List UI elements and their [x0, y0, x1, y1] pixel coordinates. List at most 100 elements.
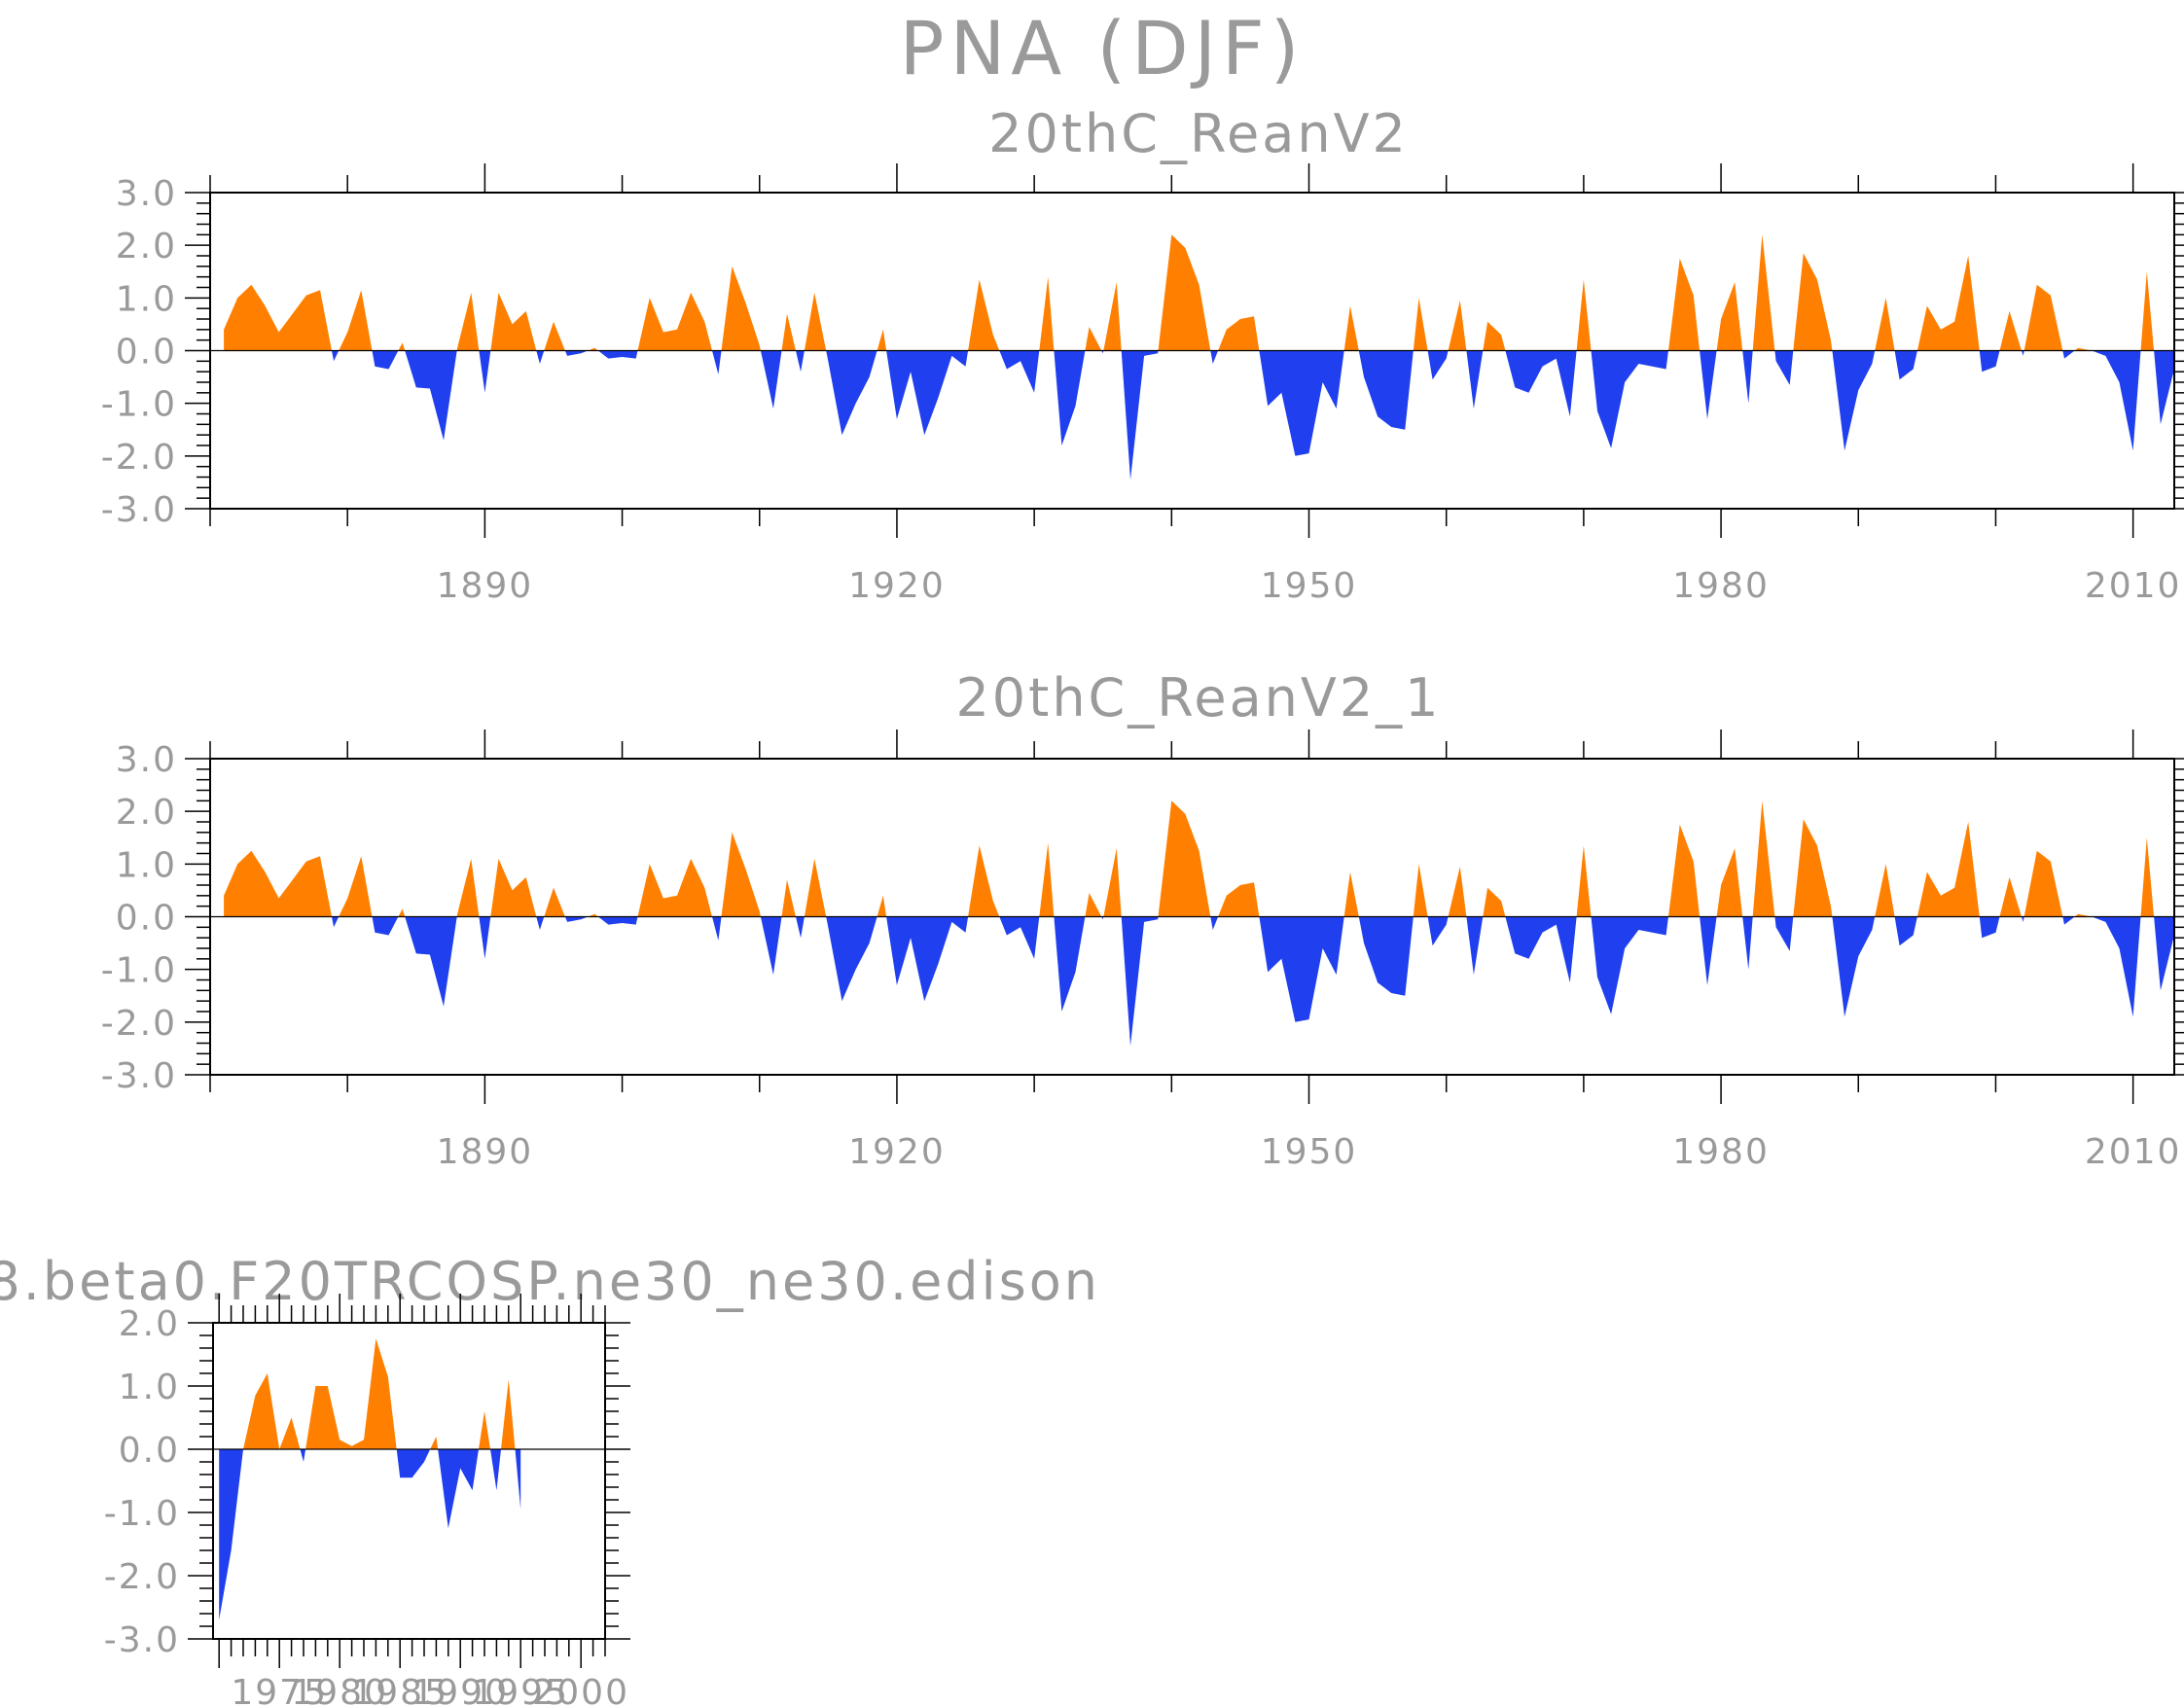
y-tick-label: -1.0: [101, 951, 177, 991]
positive-area: [224, 850, 332, 917]
panel-20thc-reanv2-1: 20thC_ReanV2_1 3.0 2.0 1.0 0.0 -1.0 -2.0 -3.0 1…: [101, 667, 2184, 1172]
y-tick-label: -3.0: [101, 1056, 177, 1096]
negative-area: [1210, 350, 1219, 364]
positive-area: [1413, 298, 1428, 351]
positive-area: [1668, 258, 1701, 351]
negative-area: [1259, 350, 1344, 456]
y-tick-label: 0.0: [116, 333, 177, 373]
negative-area: [405, 916, 457, 1007]
x-tick-label: 1985: [351, 1673, 448, 1707]
x-tick-label: 1975: [231, 1673, 328, 1707]
negative-area: [396, 1449, 431, 1478]
positive-area: [1218, 882, 1260, 917]
negative-area: [2092, 916, 2141, 1017]
y-tick-label: 1.0: [119, 1368, 180, 1407]
negative-area: [999, 350, 1040, 393]
positive-area: [398, 342, 406, 351]
negative-area: [1259, 916, 1344, 1022]
y-tick-label: 1.0: [116, 279, 177, 319]
positive-area: [305, 1338, 397, 1449]
positive-area: [1668, 824, 1701, 917]
positive-area: [1716, 282, 1743, 351]
positive-area: [1875, 864, 1895, 917]
y-tick-label: -1.0: [101, 385, 177, 425]
positive-area: [877, 895, 887, 917]
x-tick-label: 1980: [291, 1673, 388, 1707]
positive-area: [1103, 848, 1122, 917]
positive-area: [2074, 913, 2093, 917]
positive-area: [968, 279, 1000, 351]
positive-area: [1039, 842, 1055, 917]
negative-area: [1358, 916, 1414, 996]
positive-area: [2140, 271, 2155, 351]
positive-area: [1716, 848, 1743, 917]
positive-area: [339, 856, 373, 917]
negative-area: [796, 350, 805, 373]
positive-area: [588, 913, 598, 917]
negative-area: [712, 916, 722, 941]
negative-area: [1591, 350, 1668, 448]
positive-area: [501, 1379, 516, 1449]
x-tick-label: 1995: [472, 1673, 569, 1707]
positive-area: [1343, 305, 1359, 351]
negative-area: [1101, 916, 1104, 920]
positive-area: [1413, 864, 1428, 917]
positive-area: [544, 321, 565, 351]
positive-area: [1576, 845, 1592, 917]
positive-area: [1085, 893, 1102, 917]
negative-area: [1894, 350, 1917, 380]
x-tick-label: 1920: [848, 1132, 946, 1172]
positive-area: [490, 858, 537, 917]
positive-area: [456, 292, 480, 351]
positive-area: [1218, 316, 1260, 351]
negative-area: [332, 350, 340, 362]
y-tick-label: 1.0: [116, 845, 177, 885]
negative-area: [1700, 350, 1717, 419]
positive-area: [721, 266, 761, 351]
negative-area: [438, 1449, 479, 1529]
negative-area: [372, 916, 399, 936]
positive-area: [1483, 887, 1506, 917]
panel-title: 20thC_ReanV2: [988, 103, 1409, 164]
positive-area: [544, 887, 565, 917]
negative-area: [405, 350, 457, 441]
negative-area: [1774, 350, 1794, 385]
x-tick-label: 1950: [1261, 1132, 1358, 1172]
y-tick-label: -1.0: [104, 1494, 180, 1534]
positive-area: [1793, 819, 1833, 917]
positive-area: [490, 292, 537, 351]
negative-area: [479, 916, 491, 959]
negative-area: [2154, 350, 2174, 425]
negative-area: [1427, 350, 1449, 380]
figure-title: PNA (DJF): [900, 5, 1306, 91]
plot-frame: [212, 1322, 606, 1640]
positive-area: [637, 292, 712, 351]
negative-area: [300, 1449, 306, 1462]
negative-area: [219, 1449, 243, 1620]
positive-area: [479, 1411, 490, 1449]
negative-area: [796, 916, 805, 939]
negative-area: [2062, 350, 2075, 359]
positive-area: [456, 858, 480, 917]
positive-area: [781, 313, 796, 351]
negative-area: [1427, 916, 1449, 946]
y-tick-label: 0.0: [119, 1431, 180, 1471]
positive-area: [1916, 822, 1980, 917]
positive-area: [1448, 867, 1467, 917]
positive-area: [1448, 301, 1467, 351]
negative-area: [712, 350, 722, 374]
negative-area: [1979, 350, 2000, 373]
negative-area: [1210, 916, 1219, 930]
negative-area: [1054, 916, 1086, 1012]
panel-title: 18.beta0.F20TRCOSP.ne30_ne30.edison: [0, 1251, 1100, 1312]
positive-area: [877, 329, 887, 351]
panel-title: 20thC_ReanV2_1: [955, 667, 1441, 729]
negative-area: [760, 350, 782, 409]
y-tick-label: 2.0: [119, 1304, 180, 1344]
positive-area: [2023, 284, 2063, 351]
positive-area: [588, 347, 598, 351]
y-tick-label: 2.0: [116, 227, 177, 267]
positive-area: [1085, 327, 1102, 351]
positive-area: [1576, 279, 1592, 351]
positive-area: [339, 290, 373, 351]
